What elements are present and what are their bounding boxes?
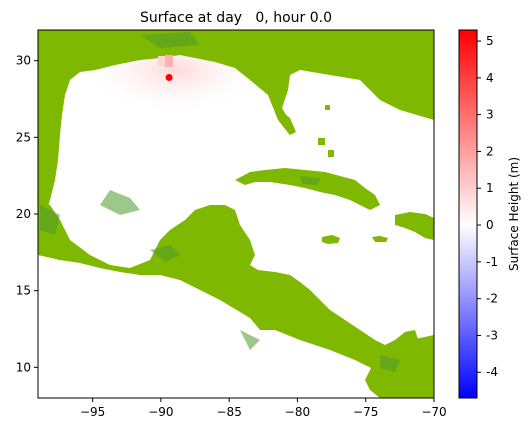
colorbar-tick-label: 1 — [486, 181, 494, 195]
colorbar-tick-label: -3 — [486, 328, 498, 342]
x-axis: −95 −90 −85 −80 −75 −70 — [80, 398, 447, 419]
colorbar-tick-label: 4 — [486, 71, 494, 85]
x-tick-label: −90 — [148, 405, 173, 419]
storm-position-marker — [165, 74, 173, 82]
colorbar-label: Surface Height (m) — [507, 157, 521, 271]
colorbar-tick-label: -2 — [486, 292, 498, 306]
land-cuba — [235, 168, 380, 210]
x-tick-label: −85 — [217, 405, 242, 419]
land-florida-strip — [280, 110, 296, 135]
y-tick-label: 20 — [16, 207, 31, 221]
surge-inlet — [165, 55, 173, 67]
y-axis: 10 15 20 25 30 — [16, 54, 38, 374]
land-mexico-central-america — [38, 200, 434, 398]
land-jamaica — [322, 235, 340, 244]
land-mass — [38, 30, 434, 398]
x-tick-label: −95 — [80, 405, 105, 419]
colorbar-tick-label: 5 — [486, 34, 494, 48]
y-tick-label: 30 — [16, 54, 31, 68]
colorbar-tick-label: 2 — [486, 144, 494, 158]
plot-area — [38, 30, 434, 398]
x-tick-label: −80 — [285, 405, 310, 419]
colorbar-tick-label: -4 — [486, 365, 498, 379]
y-tick-label: 15 — [16, 284, 31, 298]
colorbar-tick-label: 3 — [486, 108, 494, 122]
land-hispaniola — [395, 212, 434, 240]
surge-inlet-light — [158, 56, 165, 66]
land-texture — [40, 32, 400, 372]
land-us-gulf-coast — [38, 30, 434, 220]
chart-title: Surface at day 0, hour 0.0 — [140, 10, 332, 26]
x-tick-label: −75 — [353, 405, 378, 419]
colorbar: -4 -3 -2 -1 0 1 2 3 4 5 Surface Height (m) — [458, 29, 521, 399]
colorbar-tick-label: -1 — [486, 255, 498, 269]
colorbar-bar — [458, 29, 478, 399]
y-tick-label: 10 — [16, 360, 31, 374]
land-south-america — [365, 335, 434, 398]
x-tick-label: −70 — [421, 405, 446, 419]
colorbar-tick-label: 0 — [486, 218, 494, 232]
y-tick-label: 25 — [16, 130, 31, 144]
colorbar-ticks: -4 -3 -2 -1 0 1 2 3 4 5 — [477, 34, 498, 379]
